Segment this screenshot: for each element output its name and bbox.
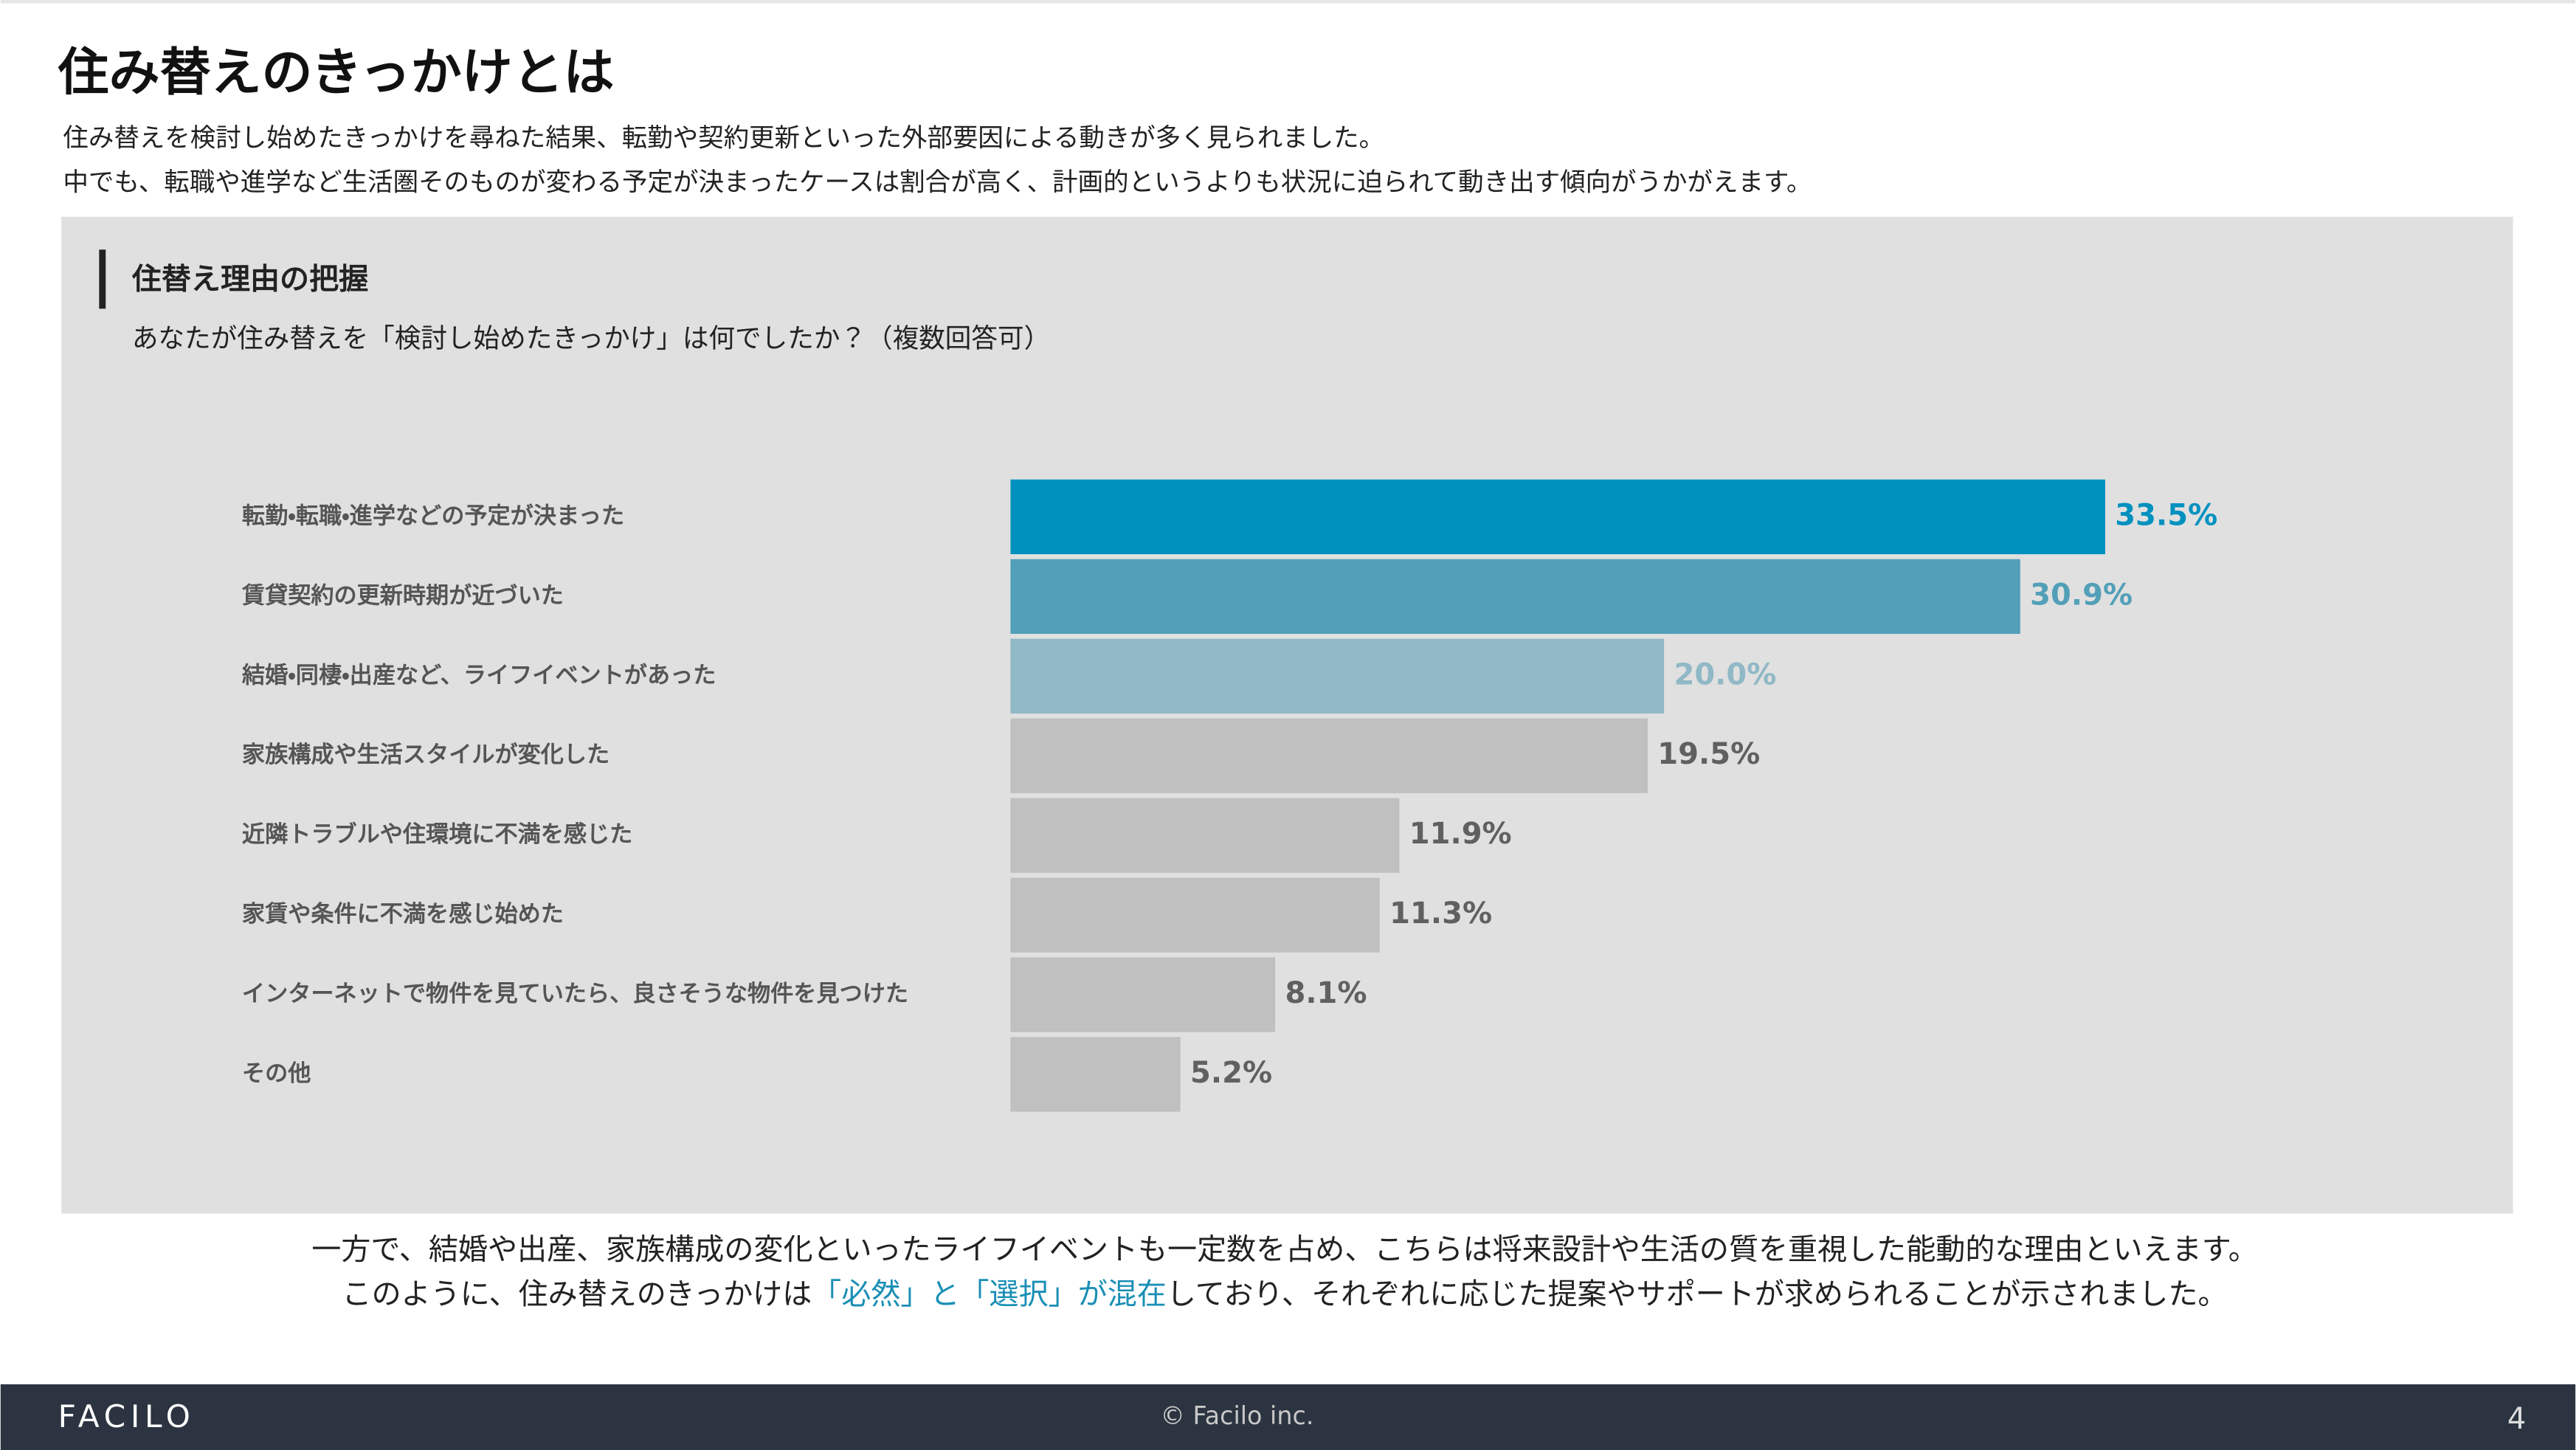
category-label: 結婚・同棲・出産など、ライフイベントがあった [242, 662, 716, 688]
page-number: 4 [2507, 1402, 2526, 1436]
category-label: 家賃や条件に不満を感じ始めた [242, 901, 564, 928]
category-label: 賃貸契約の更新時期が近づいた [241, 582, 564, 609]
conclusion-highlight: 「必然」と「選択」が混在 [812, 1277, 1167, 1311]
conclusion: 一方で、結婚や出産、家族構成の変化といったライフイベントも一定数を占め、こちらは… [311, 1233, 2258, 1267]
bar [1010, 957, 1276, 1032]
conclusion-part: このように、住み替えのきっかけは [342, 1277, 812, 1311]
bar [1010, 718, 1648, 793]
value-label: 19.5% [1657, 737, 1760, 771]
bar [1010, 479, 2105, 555]
lead: 住み替えを検討し始めたきっかけを尋ねた結果、転勤や契約更新といった外部要因による… [63, 124, 1384, 153]
value-label: 30.9% [2030, 578, 2133, 612]
lead: 中でも、転職や進学など生活圏そのものが変わる予定が決まったケースは割合が高く、計… [63, 168, 1812, 198]
value-label: 11.3% [1389, 897, 1492, 931]
category-label: 家族構成や生活スタイルが変化した [242, 742, 610, 768]
value-label: 8.1% [1285, 976, 1367, 1010]
value-label: 11.9% [1409, 817, 1512, 851]
top-rule [0, 0, 2576, 4]
chart-panel [61, 216, 2513, 1214]
footer-bar [0, 1384, 2576, 1450]
category-label: 近隣トラブルや住環境に不満を感じた [242, 821, 632, 848]
bar [1010, 1037, 1181, 1112]
chart-title: 住替え理由の把握 [131, 263, 368, 297]
bar [1010, 638, 1665, 714]
chart-subtitle: あなたが住み替えを「検討し始めたきっかけ」は何でしたか？（複数回答可） [132, 324, 1050, 354]
bar [1010, 798, 1400, 873]
logo: FACILO [58, 1398, 196, 1435]
bar [1010, 559, 2020, 634]
copyright: © Facilo inc. [1161, 1401, 1314, 1430]
value-label: 5.2% [1190, 1056, 1272, 1090]
value-label: 20.0% [1674, 657, 1776, 691]
conclusion: このように、住み替えのきっかけは「必然」と「選択」が混在しており、それぞれに応じ… [342, 1277, 2228, 1311]
title: 住み替えのきっかけとは [58, 43, 615, 102]
category-label: その他 [242, 1060, 311, 1087]
value-label: 33.5% [2115, 498, 2217, 532]
bar [1010, 877, 1380, 953]
accent-bar [99, 249, 106, 309]
bar-chart: 転勤・転職・進学などの予定が決まった 33.5% 賃貸契約の更新時期が近づいた 30.… [241, 479, 2217, 1112]
conclusion-part: しており、それぞれに応じた提案やサポートが求められることが示されました。 [1167, 1277, 2228, 1311]
category-label: インターネットで物件を見ていたら、良さそうな物件を見つけた [242, 981, 908, 1007]
category-label: 転勤・転職・進学などの予定が決まった [242, 503, 624, 529]
